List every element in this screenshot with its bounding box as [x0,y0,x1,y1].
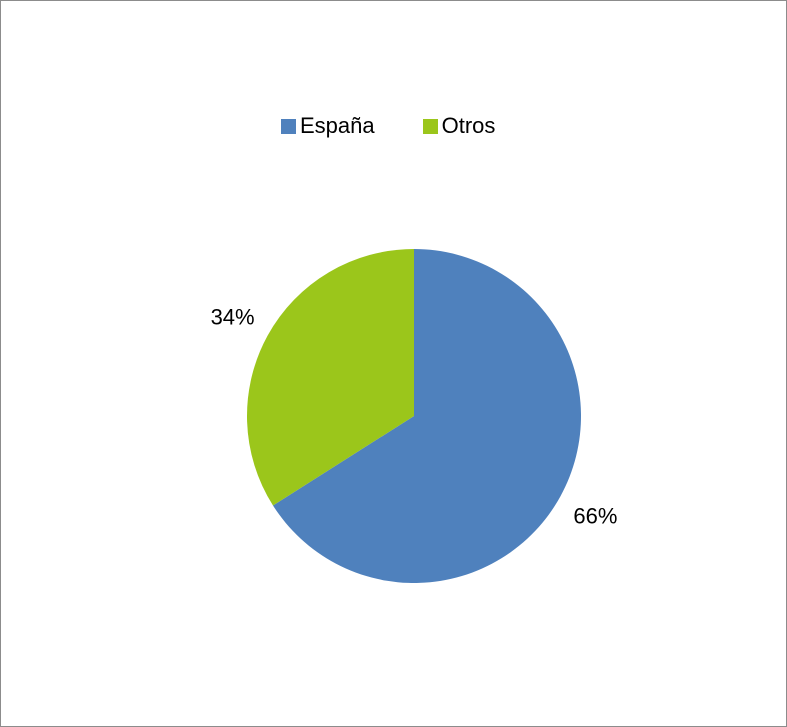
pie-slices [247,249,581,584]
pie-slice-espana [272,249,581,584]
data-label-espana: 66% [573,504,617,529]
data-label-otros: 34% [211,304,255,329]
legend-swatch-otros [422,118,438,134]
legend-label-espana: España [300,113,375,138]
legend-swatch-espana [281,118,296,134]
legend-item-espana: España [281,113,375,139]
legend-item-otros: Otros [422,113,496,139]
pie-slice-otros [247,249,414,506]
legend-label-otros: Otros [441,113,496,138]
legend: España Otros [281,113,495,139]
